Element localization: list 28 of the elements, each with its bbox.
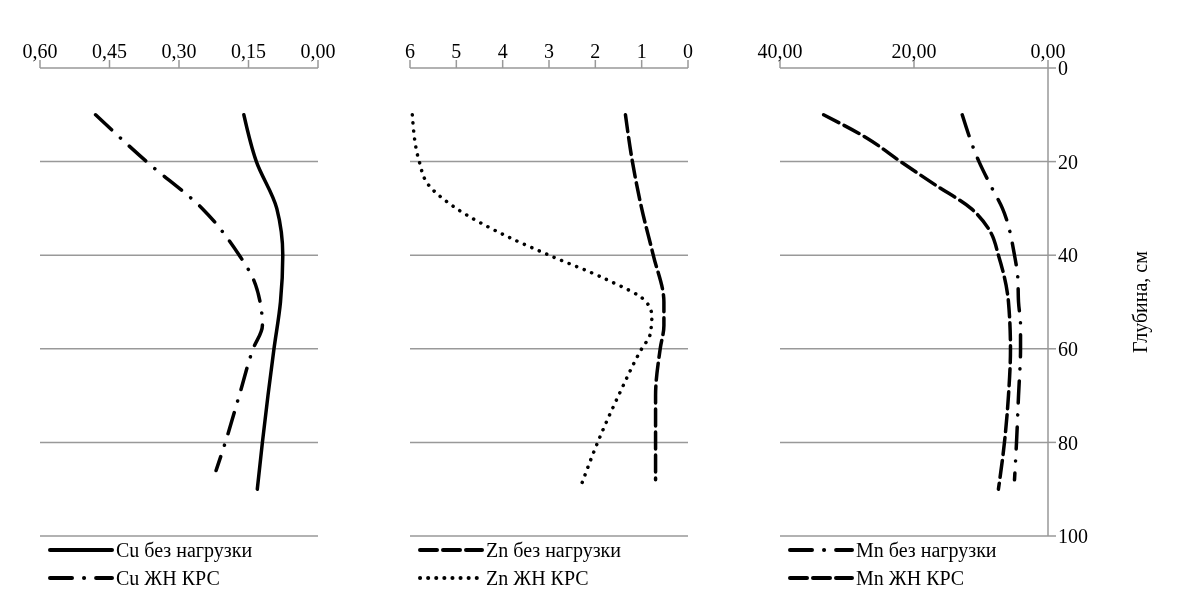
x-tick-label: 5 xyxy=(451,40,462,62)
y-axis-title: Глубина, см xyxy=(1129,250,1153,353)
legend-label: Cu без нагрузки xyxy=(116,538,253,562)
x-tick-label: 0,15 xyxy=(231,40,266,62)
x-tick-label: 0,30 xyxy=(161,40,197,62)
legend-label: Mn без нагрузки xyxy=(856,538,997,562)
x-tick-label: 0,45 xyxy=(92,40,127,62)
line-series xyxy=(821,113,1013,491)
y-tick-label: 80 xyxy=(1058,431,1078,454)
x-tick-label: 2 xyxy=(590,40,601,62)
y-tick-label: 100 xyxy=(1058,525,1088,548)
legend-label: Cu ЖН КРС xyxy=(116,566,220,590)
x-tick-label: 3 xyxy=(544,40,554,62)
line-series xyxy=(960,113,1023,482)
legend-label: Zn ЖН КРС xyxy=(486,566,589,590)
x-tick-label: 20,00 xyxy=(891,40,937,62)
y-tick-label: 60 xyxy=(1058,337,1078,360)
x-tick-label: 0 xyxy=(683,40,693,62)
x-tick-label: 0,60 xyxy=(22,40,58,62)
y-tick-label: 40 xyxy=(1058,244,1078,267)
y-tick-label: 20 xyxy=(1058,150,1078,173)
x-tick-label: 0,00 xyxy=(300,40,336,62)
x-tick-label: 6 xyxy=(405,40,415,62)
legend-label: Zn без нагрузки xyxy=(486,538,621,562)
x-tick-label: 1 xyxy=(636,40,647,62)
x-tick-label: 4 xyxy=(497,40,508,62)
x-tick-label: 40,00 xyxy=(757,40,803,62)
legend-label: Mn ЖН КРС xyxy=(856,566,965,590)
